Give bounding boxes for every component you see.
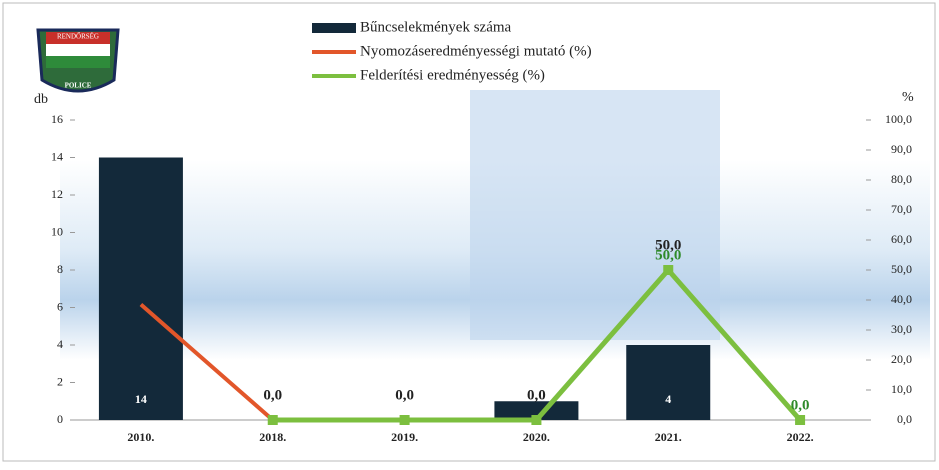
legend-swatch: [312, 23, 356, 33]
y2-axis-title: %: [902, 90, 914, 105]
y-axis-title: db: [34, 92, 48, 107]
bar-label: 14: [135, 392, 147, 406]
value-label: 50,0: [655, 247, 681, 263]
y2-tick-label: 20,0: [891, 352, 912, 366]
logo-text: POLICE: [65, 82, 92, 90]
y2-tick-label: 60,0: [891, 232, 912, 246]
x-tick-label: 2010.: [127, 430, 154, 444]
y2-tick-label: 80,0: [891, 172, 912, 186]
logo-text: RENDŐRSÉG: [57, 33, 99, 41]
y2-tick-label: 90,0: [891, 142, 912, 156]
y2-tick-label: 70,0: [891, 202, 912, 216]
y2-tick-label: 40,0: [891, 292, 912, 306]
y-tick-label: 6: [57, 299, 63, 313]
marker: [399, 415, 410, 425]
x-tick-label: 2022.: [787, 430, 814, 444]
bar: [494, 401, 579, 420]
logo: RENDŐRSÉG POLICE: [36, 28, 120, 93]
building: [470, 90, 720, 340]
bar: [98, 157, 183, 420]
marker: [663, 265, 674, 275]
value-label: 0,0: [791, 397, 810, 413]
legend-label: Felderítési eredményesség (%): [360, 67, 545, 83]
legend-label: Bűncselekmények száma: [360, 19, 512, 35]
y-tick-label: 10: [51, 224, 63, 238]
y-tick-label: 14: [51, 149, 63, 163]
marker: [267, 415, 278, 425]
x-tick-label: 2018.: [259, 430, 286, 444]
y-tick-label: 12: [51, 187, 63, 201]
bar: [626, 345, 711, 420]
x-tick-label: 2021.: [655, 430, 682, 444]
y2-tick-label: 10,0: [891, 382, 912, 396]
y-tick-label: 16: [51, 112, 63, 126]
y-tick-label: 0: [57, 412, 63, 426]
y2-tick-label: 50,0: [891, 262, 912, 276]
marker: [531, 415, 542, 425]
y2-tick-label: 0,0: [897, 412, 912, 426]
y-tick-label: 4: [57, 337, 63, 351]
value-label: 0,0: [527, 387, 546, 403]
marker: [795, 415, 806, 425]
y-tick-label: 2: [57, 374, 63, 388]
value-label: 50,0: [655, 237, 681, 253]
y-tick-label: 8: [57, 262, 63, 276]
value-label: 0,0: [395, 387, 414, 403]
x-tick-label: 2020.: [523, 430, 550, 444]
bar-label: 4: [665, 392, 671, 406]
legend-label: Nyomozáseredményességi mutató (%): [360, 43, 592, 59]
y2-tick-label: 30,0: [891, 322, 912, 336]
value-label: 0,0: [263, 387, 282, 403]
x-tick-label: 2019.: [391, 430, 418, 444]
y2-tick-label: 100,0: [885, 112, 912, 126]
